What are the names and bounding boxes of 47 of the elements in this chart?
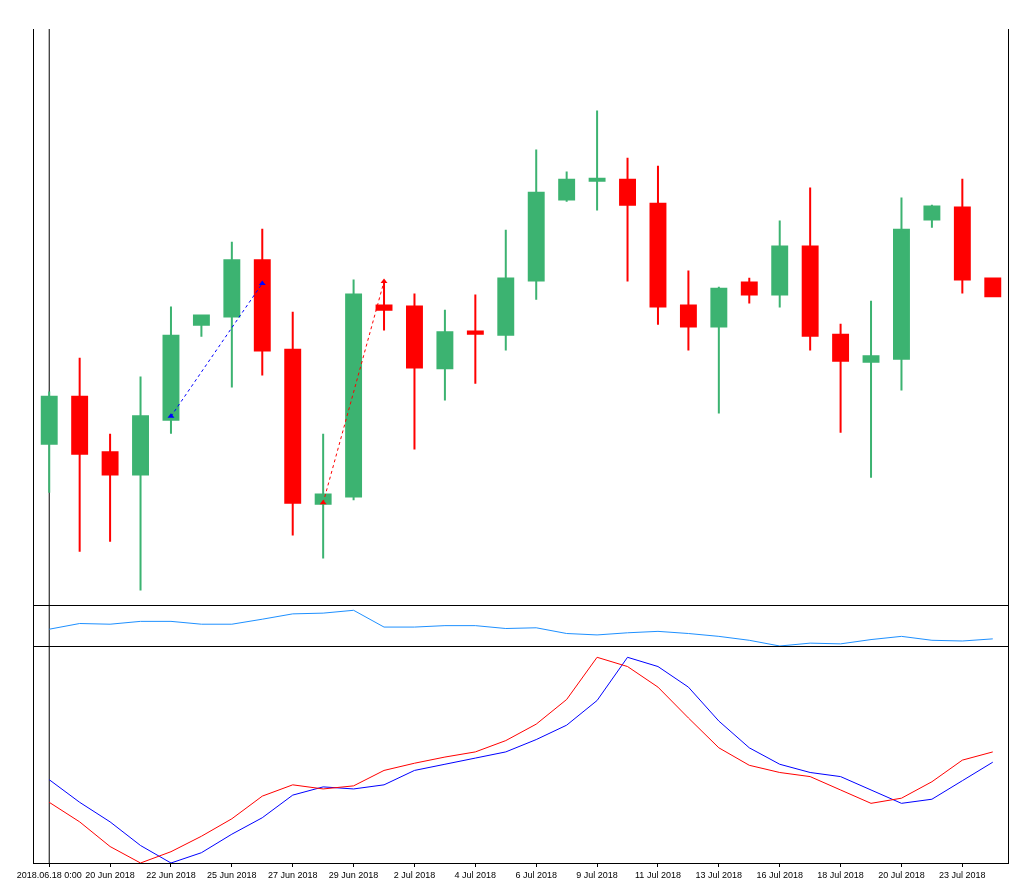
candlestick [253,227,271,377]
candlestick [679,269,697,352]
candlestick [40,390,58,494]
candlestick [192,314,210,338]
candlestick [527,148,545,301]
candlestick [801,186,819,352]
candlestick [893,196,910,392]
candlestick [345,278,363,502]
candlestick [223,240,241,389]
candlestick [862,299,880,479]
x-tick-label: 25 Jun 2018 [207,869,257,880]
candlestick [710,285,728,415]
candlestick [466,293,484,385]
candlestick [436,308,454,402]
candlestick [132,375,149,592]
x-tick-label: 18 Jul 2018 [817,869,864,880]
candlestick [406,292,423,451]
x-tick-label: 27 Jun 2018 [267,869,318,880]
candlestick [832,322,850,434]
x-tick-label: 9 Jul 2018 [576,869,618,880]
candlestick [619,156,636,283]
x-tick-label: 2 Jul 2018 [393,869,436,880]
x-tick-label: 23 Jul 2018 [939,869,986,880]
x-tick-label: 4 Jul 2018 [454,869,497,880]
candlestick [923,203,941,229]
candlestick [314,432,332,560]
x-tick-label: 6 Jul 2018 [515,869,557,880]
candlestick [649,164,667,326]
x-tick-label: 16 Jul 2018 [756,869,803,880]
x-tick-label: 20 Jul 2018 [878,869,925,880]
candlestick [284,310,302,537]
candlestick [740,276,758,305]
candlestick [101,432,119,543]
candlestick [771,219,789,309]
x-tick-label: 13 Jul 2018 [695,869,743,880]
candlestick [558,170,576,203]
candlestick [71,356,89,553]
candlestick [953,177,971,295]
x-tick-label: 11 Jul 2018 [635,869,681,880]
x-tick-label: 2018.06.18 0:00 [16,869,82,880]
candlestick [497,228,515,352]
x-tick-label: 29 Jun 2018 [328,869,379,880]
x-tick-label: 20 Jun 2018 [85,869,135,880]
candlestick [162,305,180,435]
candlestick [984,277,1002,298]
candlestick [588,109,606,212]
x-tick-label: 22 Jun 2018 [146,869,196,880]
